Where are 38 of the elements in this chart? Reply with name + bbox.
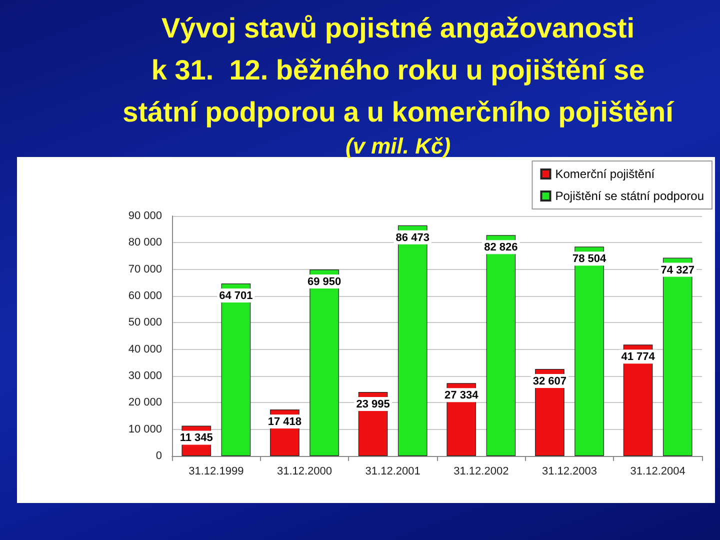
bar xyxy=(574,246,604,456)
y-tick-label: 60 000 xyxy=(128,290,162,302)
data-label: 86 473 xyxy=(396,232,430,244)
data-label: 32 607 xyxy=(532,376,567,388)
data-label: 82 826 xyxy=(484,242,518,254)
y-tick-label: 50 000 xyxy=(128,316,162,329)
data-label: 78 504 xyxy=(572,253,607,266)
chart-title: Vývoj stavů pojistné angažovanosti k 31. 12. běžného roku u pojištění se státní podporou a u komerčního pojištění xyxy=(122,12,675,128)
legend-label: Pojištění se státní podporou xyxy=(555,189,704,203)
y-tick-label: 40 000 xyxy=(128,343,162,356)
bar xyxy=(662,258,692,456)
legend-label: Komerční pojištění xyxy=(555,167,656,181)
y-tick-label: 0 xyxy=(156,450,162,462)
y-tick-label: 70 000 xyxy=(128,263,162,276)
data-label: 23 995 xyxy=(356,398,390,411)
y-tick-label: 10 000 xyxy=(128,423,162,436)
data-label: 27 334 xyxy=(444,390,480,402)
x-tick-label: 31.12.2002 xyxy=(454,466,509,478)
data-label: 41 774 xyxy=(621,351,656,364)
x-tick-label: 31.12.2001 xyxy=(365,466,420,478)
bar xyxy=(310,269,339,456)
x-tick-label: 31.12.2003 xyxy=(542,466,598,478)
x-tick-label: 31.12.1999 xyxy=(188,466,244,478)
y-tick-label: 80 000 xyxy=(128,236,162,249)
bar xyxy=(221,283,251,456)
chart-subtitle: (v mil. Kč) xyxy=(345,134,451,158)
y-tick-label: 20 000 xyxy=(128,396,162,409)
x-tick-label: 31.12.2000 xyxy=(276,466,332,478)
data-label: 11 345 xyxy=(180,432,213,444)
data-label: 74 327 xyxy=(660,264,694,276)
x-tick-label: 31.12.2004 xyxy=(630,466,686,478)
y-tick-label: 90 000 xyxy=(128,210,162,222)
data-label: 17 418 xyxy=(268,416,302,428)
bar xyxy=(398,225,428,456)
y-tick-label: 30 000 xyxy=(128,370,162,382)
bar xyxy=(486,235,516,456)
data-label: 69 950 xyxy=(307,276,342,288)
data-label: 64 701 xyxy=(219,290,253,302)
